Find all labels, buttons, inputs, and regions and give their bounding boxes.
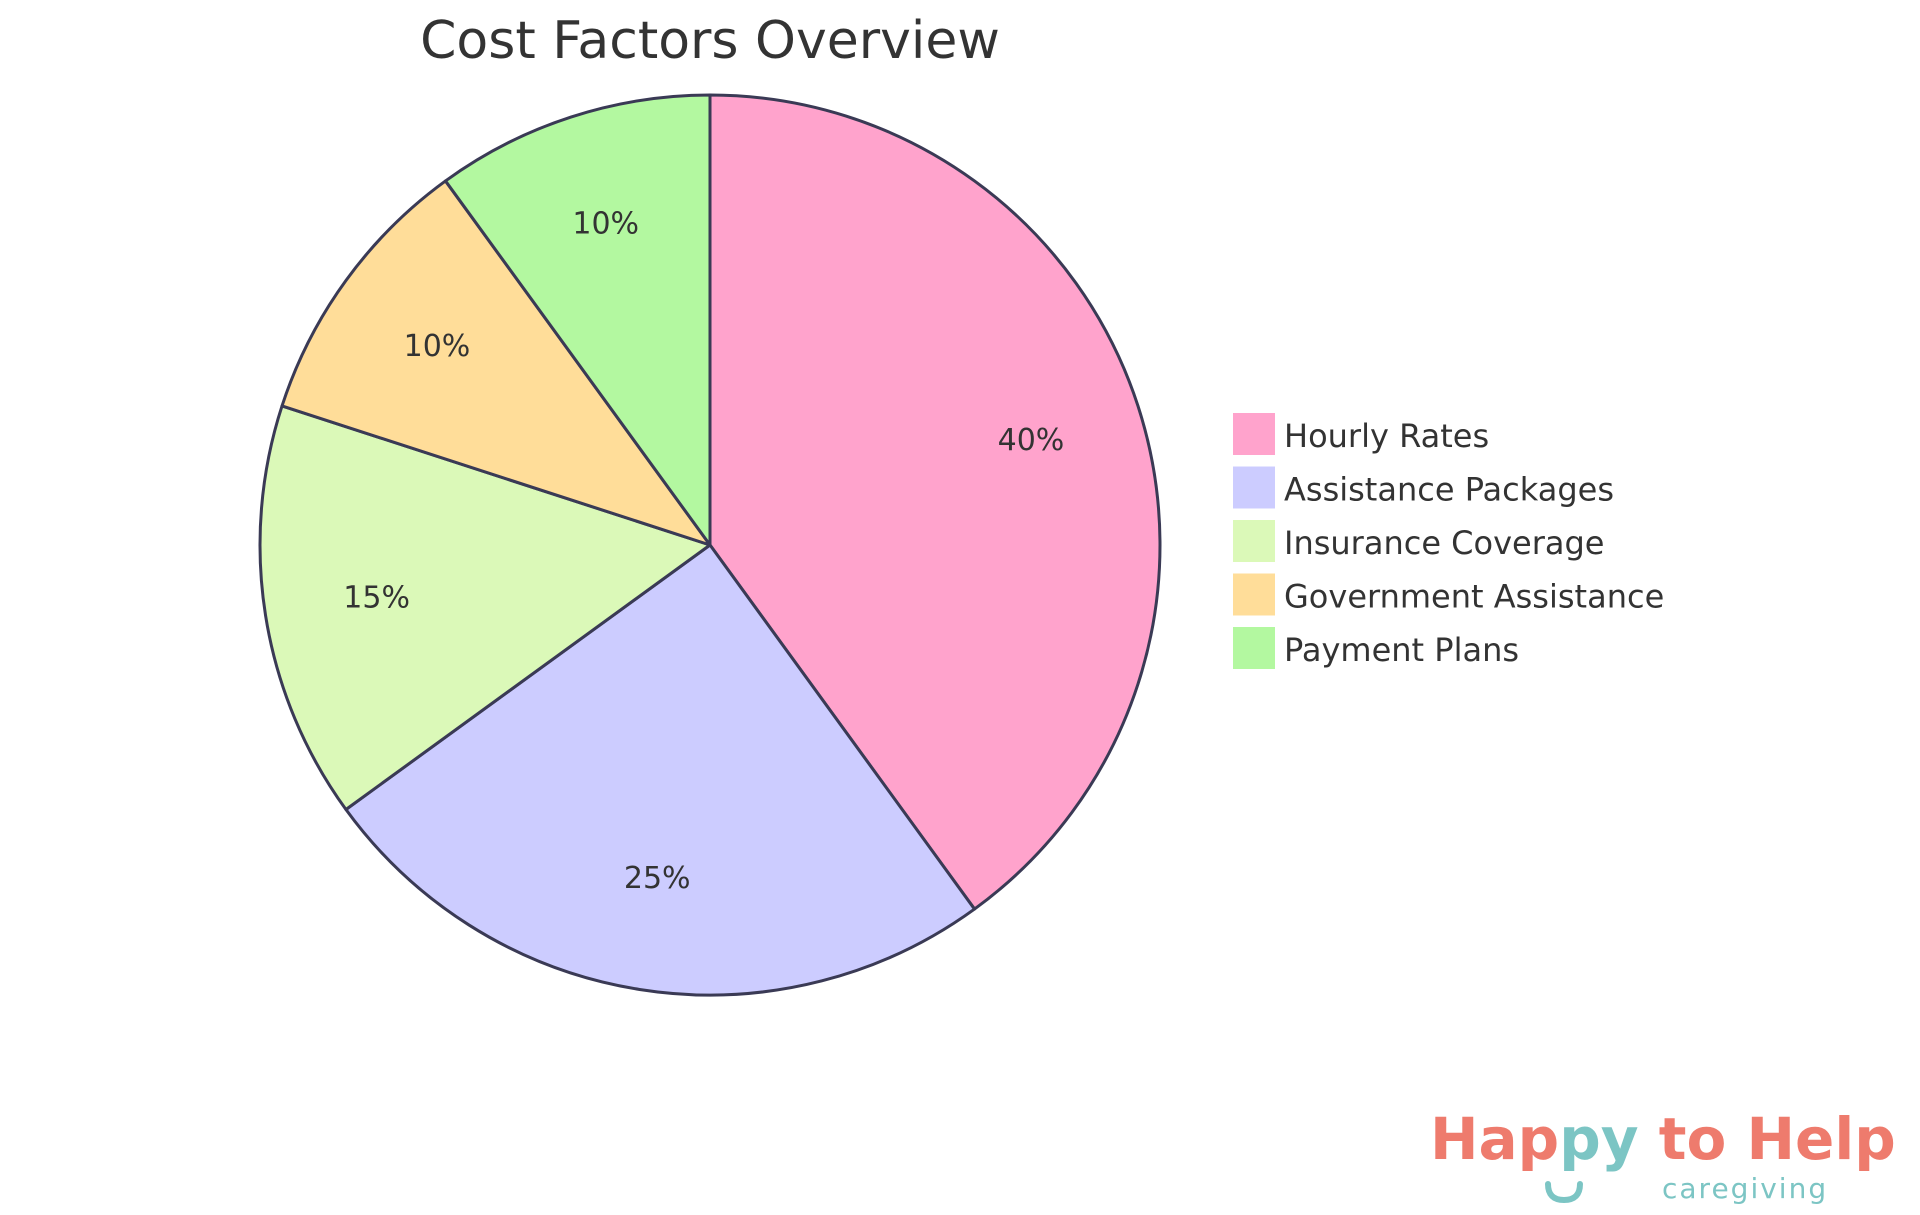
legend-swatch-insurance-coverage	[1231, 518, 1277, 564]
slice-label-payment-plans: 10%	[572, 207, 639, 242]
legend-swatch-assistance-packages	[1231, 464, 1277, 511]
legend-label-assistance-packages: Assistance Packages	[1284, 471, 1614, 509]
chart-title: Cost Factors Overview	[420, 11, 1000, 71]
legend-label-payment-plans: Payment Plans	[1284, 631, 1519, 669]
pie-slice-assistance-packages	[344, 543, 977, 997]
company-logo: Happy to Help caregiving	[1430, 1110, 1900, 1215]
logo-text-part3: to Help	[1638, 1105, 1896, 1173]
legend: Hourly Rates Assistance Packages Insurance…	[1231, 411, 1664, 671]
pie-slices	[258, 93, 1162, 997]
logo-wordmark: Happy to Help	[1430, 1110, 1900, 1168]
logo-text-part1: Hap	[1430, 1105, 1560, 1173]
legend-swatch-government-assistance	[1231, 571, 1277, 618]
smile-icon	[1545, 1181, 1583, 1204]
slice-label-insurance-coverage: 15%	[343, 580, 410, 615]
legend-swatch-payment-plans	[1231, 625, 1277, 671]
legend-label-government-assistance: Government Assistance	[1284, 578, 1664, 616]
slice-label-government-assistance: 10%	[404, 329, 471, 364]
legend-label-hourly-rates: Hourly Rates	[1284, 417, 1489, 455]
pie-slice-government-assistance	[280, 179, 712, 547]
pie-slice-labels: 40% 25% 15% 10% 10%	[343, 207, 1064, 896]
legend-swatch-hourly-rates	[1231, 411, 1277, 457]
pie-slice-hourly-rates	[708, 93, 1162, 911]
logo-subtitle: caregiving	[1662, 1172, 1829, 1205]
slice-label-hourly-rates: 40%	[998, 423, 1065, 458]
logo-text-part2: py	[1559, 1105, 1639, 1173]
legend-label-insurance-coverage: Insurance Coverage	[1284, 524, 1604, 562]
slice-label-assistance-packages: 25%	[624, 861, 691, 896]
pie-slice-payment-plans	[443, 93, 712, 547]
pie-slice-insurance-coverage	[258, 404, 712, 812]
